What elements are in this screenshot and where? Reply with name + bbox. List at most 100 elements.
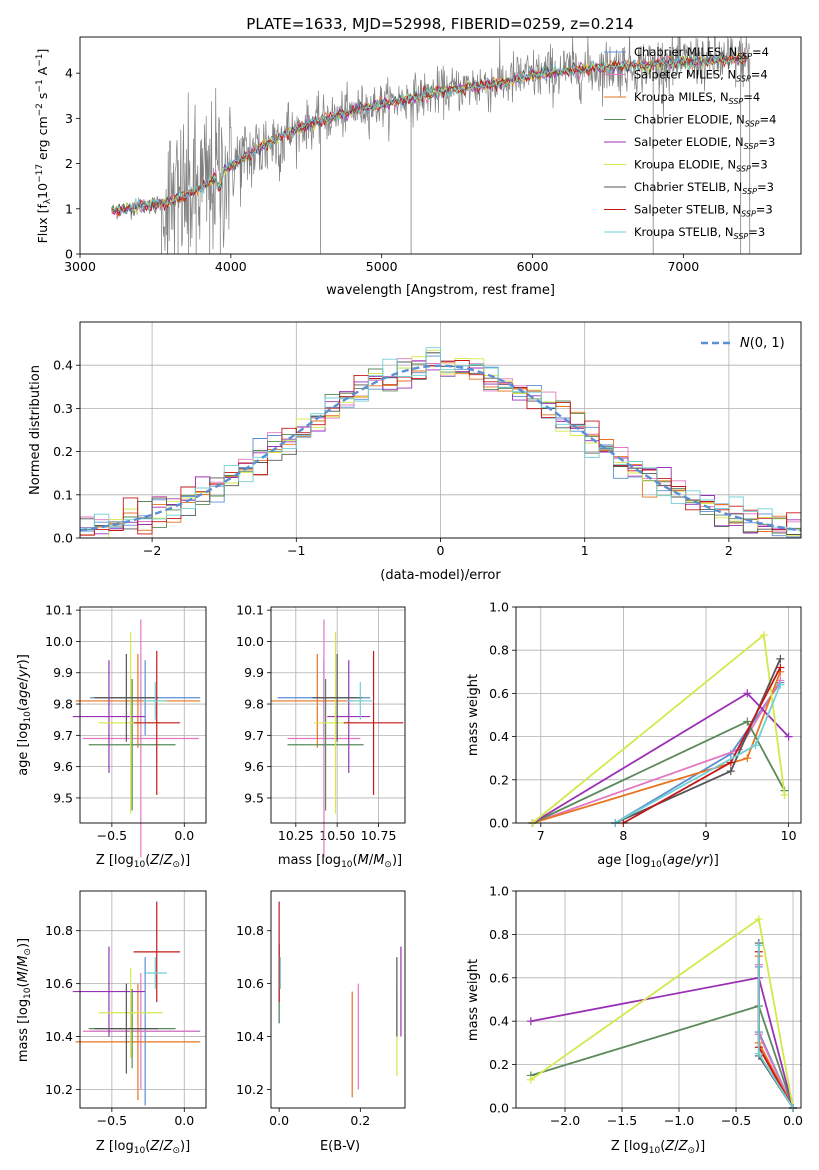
legend-label: Kroupa ELODIE, NSSP=3 [634, 158, 768, 174]
y-tick-label: 0.4 [53, 358, 73, 373]
age_vs_mass-frame [270, 606, 406, 824]
age_vs_Z-axes: −0.5 0.0 9.5 9.6 9.7 9.8 9.9 10.0 10.1 [45, 603, 206, 843]
age_vs_mass-axes: 10.25 10.50 10.75 9.5 9.6 9.7 9.8 9.9 10.0 10.1 [236, 603, 405, 843]
mass_vs_Z-errorbars [72, 901, 201, 1106]
legend-label: Chabrier MILES, NSSP=4 [634, 45, 769, 61]
y-tick-label: 0.0 [489, 816, 509, 831]
y-tick-label: 10.8 [236, 923, 264, 938]
y-tick-label: 0.2 [489, 1057, 509, 1072]
y-tick-label: 10.2 [45, 1082, 73, 1097]
weight-marker [726, 767, 735, 776]
data-spectrum-line [111, 37, 750, 254]
x-tick-label: 0.0 [783, 1113, 803, 1128]
weight-marker [776, 680, 785, 689]
mass-vs-z-xlabel: Z [log10(Z/Z⊙)] [96, 1139, 190, 1156]
weight-marker [776, 654, 785, 663]
weight-vs-age-xlabel: age [log10(age/yr)] [597, 853, 719, 870]
y-tick-label: 0.8 [489, 643, 509, 658]
x-tick-label: 2 [725, 543, 733, 558]
age-vs-z-ylabel: age [log10(age/yr)] [16, 654, 33, 776]
y-tick-label: 10.4 [236, 1029, 264, 1044]
weight-vs-z-ylabel: mass weight [466, 959, 481, 1041]
y-tick-label: 0.3 [53, 401, 73, 416]
mass_vs_ebv-errorbars [278, 901, 402, 1098]
x-tick-label: 10.50 [319, 828, 355, 843]
y-tick-label: 9.5 [244, 790, 264, 805]
legend-label: Salpeter MILES, NSSP=4 [634, 68, 768, 84]
age-vs-z-xlabel: Z [log10(Z/Z⊙)] [96, 853, 190, 870]
residuals-xlabel: (data-model)/error [380, 568, 501, 583]
x-tick-label: 7000 [667, 259, 699, 274]
weight-marker [743, 754, 752, 763]
spectrum-xlabel: wavelength [Angstrom, rest frame] [326, 283, 555, 298]
y-tick-label: 10.1 [236, 603, 264, 618]
x-tick-label: 9 [702, 828, 710, 843]
x-tick-label: 1 [581, 543, 589, 558]
y-tick-label: 9.6 [244, 759, 264, 774]
y-tick-label: 0 [65, 247, 73, 262]
y-tick-label: 9.9 [53, 665, 73, 680]
age_vs_mass-errorbars [271, 619, 404, 858]
mass_vs_Z-axes: −0.5 0.0 10.2 10.4 10.6 10.8 [45, 891, 206, 1128]
weight-marker [754, 941, 763, 950]
y-tick-label: 1.0 [489, 884, 509, 899]
y-tick-label: 2 [65, 156, 73, 171]
legend-label: Chabrier STELIB, NSSP=3 [634, 180, 774, 196]
y-tick-label: 0.4 [489, 1014, 509, 1029]
x-tick-label: 0.2 [350, 1113, 370, 1128]
spectrum-lines [111, 37, 751, 254]
mass_vs_ebv-frame [270, 890, 406, 1109]
y-tick-label: 0.6 [489, 686, 509, 701]
figure-title: PLATE=1633, MJD=52998, FIBERID=0259, z=0… [246, 15, 633, 33]
x-tick-label: 6000 [517, 259, 549, 274]
x-tick-label: 0.0 [174, 1113, 194, 1128]
weight-marker [754, 915, 763, 924]
x-tick-label: 4000 [215, 259, 247, 274]
weight-marker [754, 1049, 763, 1058]
legend-label: Kroupa STELIB, NSSP=3 [634, 225, 765, 241]
mass-vs-ebv-xlabel: E(B-V) [320, 1139, 360, 1154]
x-tick-label: −1.0 [664, 1113, 694, 1128]
weight-marker [751, 741, 760, 750]
x-tick-label: −1.5 [607, 1113, 637, 1128]
weight-marker [780, 790, 789, 799]
y-tick-label: 10.8 [45, 923, 73, 938]
y-tick-label: 0.4 [489, 729, 509, 744]
y-tick-label: 0.8 [489, 927, 509, 942]
y-tick-label: 1.0 [489, 600, 509, 615]
residuals-ylabel: Normed distribution [28, 365, 43, 495]
weight_vs_Z-axes: −2.0 −1.5 −1.0 −0.5 0.0 0.0 0.2 0.4 0.6 0.8 1.0 [489, 884, 803, 1129]
y-tick-label: 9.9 [244, 665, 264, 680]
x-tick-label: −1 [287, 543, 305, 558]
residual-histogram [80, 347, 801, 538]
x-tick-label: 10 [781, 828, 797, 843]
weight-marker [759, 631, 768, 640]
weight-marker [784, 732, 793, 741]
y-tick-label: 3 [65, 111, 73, 126]
mass_vs_ebv-axes: 0.0 0.2 10.2 10.4 10.6 10.8 [236, 923, 370, 1128]
y-tick-label: 0.1 [53, 487, 73, 502]
weight_vs_age-frame [515, 606, 802, 824]
x-tick-label: 0.0 [269, 1113, 289, 1128]
weight-marker [743, 689, 752, 698]
x-tick-label: 0.0 [174, 828, 194, 843]
y-tick-label: 10.6 [45, 976, 73, 991]
y-tick-label: 10.0 [236, 634, 264, 649]
normal-curve [80, 364, 801, 532]
x-tick-label: 7 [537, 828, 545, 843]
x-tick-label: 5000 [366, 259, 398, 274]
weight_vs_age-lines [528, 631, 793, 827]
y-tick-label: 4 [65, 66, 73, 81]
y-tick-label: 0.0 [489, 1101, 509, 1116]
x-tick-label: −0.5 [721, 1113, 751, 1128]
mass-vs-z-ylabel: mass [log10(M/M⊙)] [16, 938, 33, 1062]
y-tick-label: 10.2 [236, 1082, 264, 1097]
y-tick-label: 9.8 [244, 697, 264, 712]
weight-marker [526, 1017, 535, 1026]
spectrum-ylabel: Flux [fλ10−17 erg cm−2 s−1 A−1] [35, 49, 53, 244]
age_vs_Z-frame [79, 606, 207, 824]
weight-vs-z-xlabel: Z [log10(Z/Z⊙)] [611, 1139, 705, 1156]
legend-label: Salpeter STELIB, NSSP=3 [634, 203, 773, 219]
age-vs-mass-xlabel: mass [log10(M/M⊙)] [278, 853, 402, 870]
